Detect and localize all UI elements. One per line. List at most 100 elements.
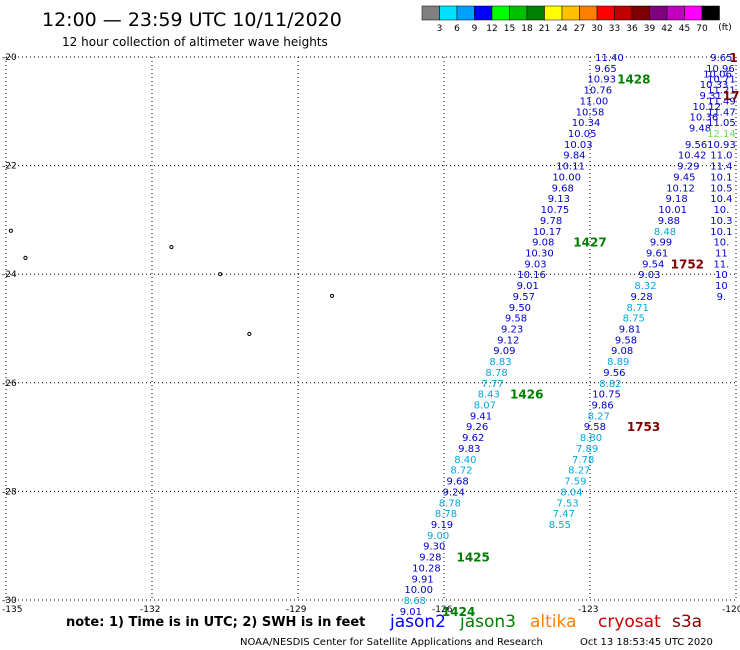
wave-height-label: 10.06 <box>703 69 732 80</box>
color-swatch-label: 18 <box>521 24 533 34</box>
wave-height-label: 10.11 <box>556 162 585 173</box>
color-swatch-label: 33 <box>609 24 620 34</box>
wave-height-label: 7.77 <box>482 379 504 390</box>
footer-timestamp: Oct 13 18:53:45 UTC 2020 <box>580 637 713 648</box>
wave-height-label: 7.89 <box>576 444 598 455</box>
cryosat-descending: 9.6510.9610.0610.7110.3311.219.3111.4910… <box>549 53 736 531</box>
color-swatch <box>649 5 668 21</box>
footer-note: note: 1) Time is in UTC; 2) SWH is in fe… <box>66 615 365 630</box>
wave-height-label: 9.68 <box>552 183 574 194</box>
wave-height-label: 11.47 <box>707 107 736 118</box>
wave-height-label: 10.1 <box>710 172 732 183</box>
island-icon <box>329 293 335 299</box>
wave-height-label: 9.48 <box>689 124 711 135</box>
legend-s3a: s3a <box>672 612 702 632</box>
map-title: 12:00 — 23:59 UTC 10/11/2020 <box>42 9 342 31</box>
wave-height-label: 7.78 <box>572 455 594 466</box>
wave-height-label: 9.54 <box>642 259 664 270</box>
wave-height-label: 8.75 <box>623 314 645 325</box>
map-subtitle: 12 hour collection of altimeter wave hei… <box>62 35 328 49</box>
wave-height-label: 10.05 <box>568 129 597 140</box>
wave-height-label: 9.91 <box>411 574 433 585</box>
lon-tick-label: -135 <box>2 605 22 615</box>
color-swatch <box>421 5 440 21</box>
island-icon <box>8 228 13 233</box>
wave-height-label: 9.56 <box>685 140 707 151</box>
wave-height-label: 10.96 <box>706 64 735 75</box>
wave-height-label: 9.56 <box>603 368 625 379</box>
wave-height-label: 10.5 <box>710 183 732 194</box>
satellite-legend: jason2 jason3 altika cryosat s3a <box>389 612 702 632</box>
color-swatch <box>509 5 528 21</box>
wave-height-label: 8.43 <box>478 390 500 401</box>
wave-height-label: 10.75 <box>541 205 570 216</box>
color-swatch-label: 15 <box>504 24 515 34</box>
wave-height-label: 9.41 <box>470 411 492 422</box>
wave-height-label: 9.86 <box>592 401 614 412</box>
wave-height-label: 10.71 <box>707 75 736 86</box>
color-swatch-label: 21 <box>539 24 550 34</box>
wave-height-label: 8.83 <box>489 357 511 368</box>
island-icon <box>23 255 28 261</box>
wave-height-label: 10.01 <box>658 205 687 216</box>
wave-height-label: 8.27 <box>588 411 610 422</box>
color-swatch-label: 24 <box>556 24 568 34</box>
wave-height-label: 11.00 <box>580 96 609 107</box>
wave-height-label: 7.59 <box>564 477 586 488</box>
color-swatch-label: 39 <box>644 24 656 34</box>
wave-height-label: 10.28 <box>412 563 441 574</box>
wave-height-label: 10.3 <box>710 216 732 227</box>
wave-height-label: 10.12 <box>692 102 721 113</box>
wave-height-label: 9.08 <box>611 346 633 357</box>
color-swatch-label: 3 <box>437 24 443 34</box>
wave-height-label: 11.49 <box>707 96 736 107</box>
wave-height-label: 9.58 <box>505 314 527 325</box>
color-swatch-label: 45 <box>679 24 690 34</box>
pass-time-label: 1753 <box>627 420 660 434</box>
color-scale-legend: 3 6 9 12 15 18 21 24 27 30 33 36 39 42 45 70 <box>421 5 720 34</box>
lat-tick-label: -30 <box>2 596 17 606</box>
wave-height-label: 8.82 <box>599 379 621 390</box>
wave-height-label: 10.00 <box>404 585 433 596</box>
wave-height-label: 8.04 <box>560 487 582 498</box>
wave-height-label: 9.01 <box>400 607 422 618</box>
wave-height-label: 8.72 <box>450 466 472 477</box>
wave-height-label: 8.78 <box>485 368 507 379</box>
wave-height-label: 10.33 <box>700 80 729 91</box>
wave-height-label: 8.89 <box>607 357 629 368</box>
wave-height-label: 9.58 <box>584 422 606 433</box>
wave-height-label: 8.07 <box>474 401 496 412</box>
lat-tick-label: -24 <box>2 270 17 280</box>
wave-height-label: 11.0 <box>710 151 732 162</box>
color-scale-unit: (ft) <box>718 23 732 33</box>
lon-tick-label: -132 <box>140 605 160 615</box>
wave-height-label: 9.62 <box>462 433 484 444</box>
wave-height-label: 11.05 <box>707 118 736 129</box>
wave-height-label: 10.42 <box>678 151 707 162</box>
pass-time-label: 17 <box>723 89 740 103</box>
wave-height-label: 10.1 <box>710 227 732 238</box>
wave-height-label: 9.50 <box>509 303 531 314</box>
wave-height-label: 9.65 <box>710 53 732 64</box>
pass-time-label: 1752 <box>671 257 704 271</box>
wave-height-label: 9.45 <box>673 172 695 183</box>
wave-height-label: 9. <box>717 292 727 303</box>
color-swatch <box>526 5 545 21</box>
legend-jason3: jason3 <box>459 612 516 632</box>
wave-height-label: 10. <box>713 238 729 249</box>
wave-height-label: 8.27 <box>568 466 590 477</box>
wave-height-label: 9.03 <box>638 270 660 281</box>
lon-tick-label: -129 <box>286 605 307 615</box>
island-icon <box>218 272 223 277</box>
wave-height-label: 10 <box>715 270 728 281</box>
wave-height-label: 7.47 <box>553 509 575 520</box>
lat-tick-label: -22 <box>2 162 17 172</box>
pass-time-label: 1 <box>729 51 737 65</box>
pass-time-label: 1424 <box>442 605 475 619</box>
wave-height-label: 9.78 <box>540 216 562 227</box>
color-swatch <box>456 5 475 21</box>
wave-height-label: 10.76 <box>583 86 612 97</box>
color-swatch-label: 6 <box>454 24 460 34</box>
color-swatch-label: 9 <box>472 24 478 34</box>
